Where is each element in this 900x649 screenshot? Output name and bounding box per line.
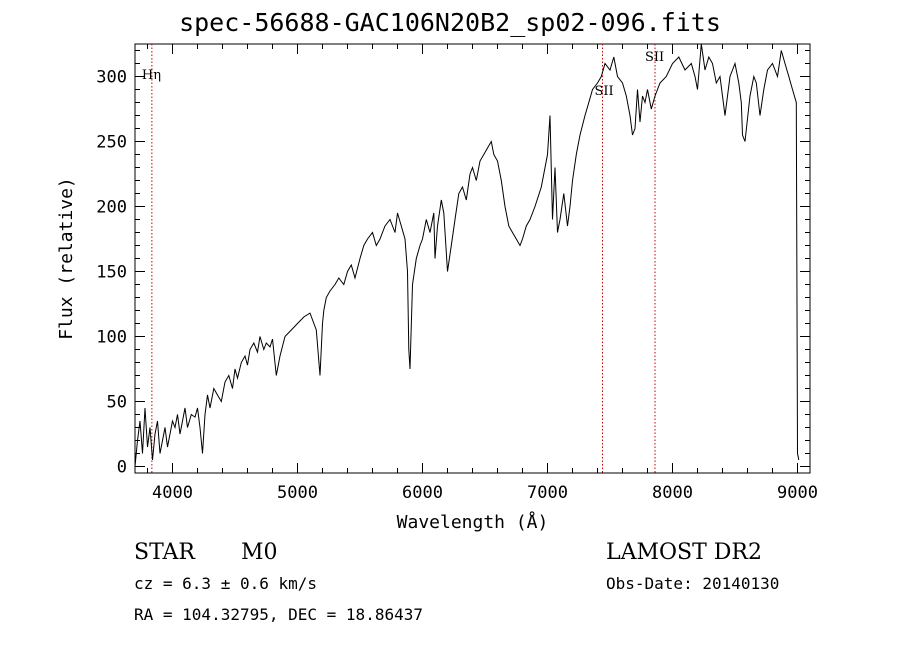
x-tick-label: 7000: [527, 483, 568, 503]
x-axis-label: Wavelength (Å): [397, 511, 549, 533]
y-tick-label: 300: [96, 68, 127, 88]
y-tick-label: 250: [96, 133, 127, 153]
y-tick-label: 100: [96, 328, 127, 348]
x-tick-label: 8000: [652, 483, 693, 503]
line-marker-label: Hη: [142, 68, 161, 83]
x-tick-label: 9000: [777, 483, 818, 503]
observation-date: Obs-Date: 20140130: [606, 574, 780, 593]
plot-frame: [134, 43, 811, 474]
chart-title: spec-56688-GAC106N20B2_sp02-096.fits: [179, 8, 721, 37]
y-tick-label: 50: [107, 393, 127, 413]
y-tick-label: 200: [96, 198, 127, 218]
object-subclass: M0: [241, 540, 278, 565]
object-class: STAR: [134, 540, 195, 565]
line-markers: Hη SII SII: [142, 44, 664, 473]
y-tick-label: 0: [117, 458, 127, 478]
axis-ticks: 4000 5000 6000 7000 8000 9000 0 50 100 150 200 250 3…: [96, 44, 818, 503]
line-marker-label: SII: [595, 84, 614, 99]
x-tick-label: 4000: [152, 483, 193, 503]
redshift-velocity: cz = 6.3 ± 0.6 km/s: [134, 574, 318, 593]
y-tick-label: 150: [96, 263, 127, 283]
x-tick-label: 6000: [402, 483, 443, 503]
line-marker-label: SII: [645, 50, 664, 65]
y-axis-label: Flux (relative): [56, 177, 77, 340]
coordinates: RA = 104.32795, DEC = 18.86437: [134, 605, 423, 624]
survey-name: LAMOST DR2: [606, 540, 762, 565]
spectrum-line: [134, 43, 800, 467]
x-tick-label: 5000: [277, 483, 318, 503]
